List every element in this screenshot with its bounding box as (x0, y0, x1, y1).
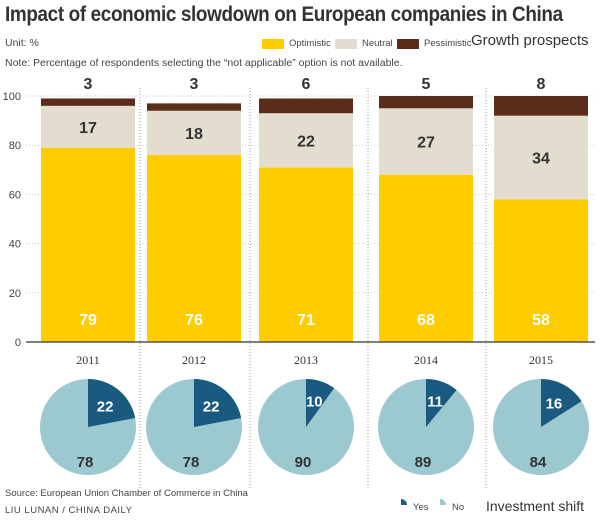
data-label-pessimistic-2011: 3 (84, 76, 93, 93)
note-text: Note: Percentage of respondents selectin… (5, 57, 403, 69)
legend-swatch-optimistic (262, 39, 284, 49)
x-tick-label-2011: 2011 (76, 353, 100, 367)
investment-shift-label: Investment shift (486, 498, 585, 514)
y-tick-label-0: 0 (15, 337, 21, 349)
pie-legend-no-label: No (452, 502, 465, 513)
pie-label-yes-2015: 16 (546, 395, 563, 412)
pie-label-yes-2013: 10 (306, 393, 323, 410)
data-label-pessimistic-2015: 8 (537, 76, 546, 93)
pie-legend-yes-label: Yes (413, 502, 429, 513)
growth-prospects-label: Growth prospects (471, 32, 589, 49)
pie-label-no-2011: 78 (77, 454, 94, 471)
bar-pessimistic-2013 (259, 98, 353, 114)
legend-label-neutral: Neutral (362, 38, 393, 49)
data-label-neutral-2015: 34 (532, 151, 550, 168)
pie-legend-no-swatch (440, 499, 446, 505)
legend-swatch-pessimistic (397, 39, 419, 49)
pie-label-no-2013: 90 (295, 454, 312, 471)
data-label-neutral-2013: 22 (297, 133, 315, 150)
data-label-optimistic-2011: 79 (79, 312, 97, 329)
legend-swatch-neutral (335, 39, 357, 49)
data-label-neutral-2011: 17 (79, 120, 97, 137)
bar-neutral-2013 (259, 113, 353, 168)
data-label-optimistic-2013: 71 (297, 312, 315, 329)
data-label-neutral-2012: 18 (185, 126, 203, 143)
x-tick-label-2012: 2012 (182, 353, 206, 367)
pie-slice-yes-2011 (88, 379, 136, 427)
y-tick-label-80: 80 (9, 140, 21, 152)
pie-label-yes-2014: 11 (427, 394, 443, 411)
x-tick-label-2014: 2014 (414, 353, 438, 367)
pie-slice-yes-2012 (194, 379, 242, 427)
data-label-optimistic-2012: 76 (185, 312, 203, 329)
pie-label-no-2012: 78 (183, 454, 200, 471)
y-tick-label-60: 60 (9, 189, 21, 201)
source-text: Source: European Union Chamber of Commer… (5, 488, 248, 499)
data-label-pessimistic-2013: 6 (302, 76, 311, 93)
chart-title: Impact of economic slowdown on European … (5, 3, 563, 26)
data-label-optimistic-2015: 58 (532, 312, 550, 329)
pie-slice-yes-2013 (306, 379, 335, 427)
pie-slice-yes-2014 (426, 379, 457, 427)
pie-label-no-2015: 84 (530, 454, 547, 471)
bar-pessimistic-2012 (147, 103, 241, 111)
bar-pessimistic-2011 (41, 98, 135, 106)
bar-neutral-2015 (494, 115, 588, 200)
data-label-pessimistic-2014: 5 (422, 76, 431, 93)
y-tick-label-100: 100 (3, 91, 21, 103)
data-label-optimistic-2014: 68 (417, 312, 435, 329)
y-tick-label-20: 20 (9, 288, 21, 300)
bar-pessimistic-2015 (494, 96, 588, 116)
unit-label: Unit: % (5, 37, 39, 49)
data-label-neutral-2014: 27 (417, 135, 435, 152)
bar-pessimistic-2014 (379, 96, 473, 109)
pie-label-no-2014: 89 (415, 454, 432, 471)
legend-label-optimistic: Optimistic (289, 38, 331, 49)
pie-label-yes-2012: 22 (203, 398, 220, 415)
bar-optimistic-2011 (41, 147, 135, 342)
pie-slice-yes-2015 (541, 379, 582, 427)
bar-neutral-2014 (379, 108, 473, 175)
bar-optimistic-2012 (147, 155, 241, 342)
bar-optimistic-2014 (379, 174, 473, 342)
bar-optimistic-2015 (494, 199, 588, 342)
y-tick-label-40: 40 (9, 239, 21, 251)
pie-legend-yes-swatch (401, 499, 407, 505)
bar-neutral-2011 (41, 105, 135, 148)
credit-text: LIU LUNAN / CHINA DAILY (5, 505, 133, 516)
bar-neutral-2012 (147, 110, 241, 156)
bar-optimistic-2013 (259, 167, 353, 342)
x-tick-label-2013: 2013 (294, 353, 318, 367)
pie-label-yes-2011: 22 (97, 398, 114, 415)
data-label-pessimistic-2012: 3 (190, 76, 199, 93)
x-tick-label-2015: 2015 (529, 353, 553, 367)
legend-label-pessimistic: Pessimistic (424, 38, 472, 49)
